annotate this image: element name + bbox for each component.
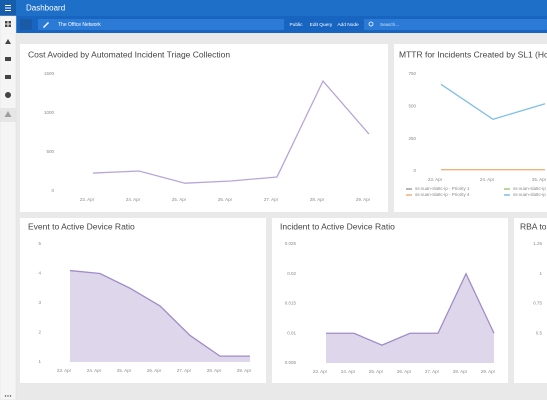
x-tick-label: 28. Apr xyxy=(207,368,222,373)
legend-label: ss-xuan-sla8c-ip - Priority 2 xyxy=(513,186,547,191)
y-tick-label: 750 xyxy=(408,71,416,76)
x-tick-label: 25. Apr xyxy=(369,369,384,374)
x-tick-label: 24. Apr xyxy=(341,369,356,374)
top-bar xyxy=(0,0,547,16)
chart-title: Incident to Active Device Ratio xyxy=(280,221,395,231)
y-tick-label: 1.25 xyxy=(533,241,542,246)
x-tick-label: 24. Apr xyxy=(87,368,102,373)
y-tick-label: 1 xyxy=(38,359,41,364)
line xyxy=(92,79,370,184)
x-tick-label: 25. Apr xyxy=(172,197,187,202)
y-tick-label: 0.02 xyxy=(287,271,296,276)
y-tick-label: 3 xyxy=(38,300,41,305)
x-tick-label: 26. Apr xyxy=(397,369,412,374)
y-tick-label: 0 xyxy=(51,188,54,193)
x-tick-label: 24. Apr xyxy=(126,197,141,202)
y-tick-label: 0.015 xyxy=(285,301,297,306)
menu-icon xyxy=(5,5,11,11)
chart-title: Event to Active Device Ratio xyxy=(28,221,135,231)
y-tick-label: 1000 xyxy=(44,110,55,115)
card xyxy=(20,44,388,212)
edit-query-button[interactable]: Edit Query xyxy=(310,22,333,28)
search-field[interactable] xyxy=(364,19,547,30)
y-tick-label: 2 xyxy=(38,330,41,335)
y-tick-label: 4 xyxy=(38,271,41,276)
legend-label: ss-xuan-sla8c-ip - Priority 4 xyxy=(415,192,470,197)
area xyxy=(326,273,494,363)
sidebar xyxy=(0,15,17,400)
card xyxy=(514,218,547,383)
x-tick-label: 24. Apr xyxy=(480,177,495,182)
legend-label: ss-xuan-sla8c-ip - Priority 3 xyxy=(513,192,547,197)
x-tick-label: 25. Apr xyxy=(117,368,132,373)
y-tick-label: 0.5 xyxy=(536,330,543,335)
y-tick-label: 1 xyxy=(539,271,542,276)
x-tick-label: 27. Apr xyxy=(177,368,192,373)
x-tick-label: 26. Apr xyxy=(147,368,162,373)
x-tick-label: 23. Apr xyxy=(80,197,95,202)
add-node-button[interactable]: Add Node xyxy=(337,22,359,28)
home-button[interactable] xyxy=(20,19,32,30)
x-tick-label: 26. Apr xyxy=(218,197,233,202)
edit-icon xyxy=(43,22,49,28)
x-tick-label: 29. Apr xyxy=(481,369,496,374)
x-tick-label: 23. Apr xyxy=(428,177,443,182)
y-tick-label: 0.75 xyxy=(533,301,542,306)
y-tick-label: 1500 xyxy=(44,71,55,76)
x-tick-label: 23. Apr xyxy=(313,369,328,374)
x-tick-label: 28. Apr xyxy=(453,369,468,374)
search-placeholder: Search... xyxy=(380,22,399,28)
area-line xyxy=(69,269,250,357)
chart-title: RBA to xyxy=(520,221,547,231)
dashboard-name-field[interactable] xyxy=(38,19,284,30)
legend-label: ss-xuan-sla8c-ip - Priority 1 xyxy=(415,186,470,191)
card xyxy=(272,218,508,383)
y-tick-label: 500 xyxy=(46,149,54,154)
x-tick-label: 25. Apr xyxy=(532,177,547,182)
sidebar-active[interactable] xyxy=(0,108,16,122)
dashboard-name: The Office Network xyxy=(58,22,101,28)
x-tick-label: 29. Apr xyxy=(237,368,252,373)
y-tick-label: 0.005 xyxy=(285,360,297,365)
x-tick-label: 28. Apr xyxy=(310,197,325,202)
public-button[interactable]: Public xyxy=(289,22,303,28)
area-line xyxy=(326,272,495,346)
x-tick-label: 27. Apr xyxy=(425,369,440,374)
y-tick-label: 500 xyxy=(408,104,416,109)
y-tick-label: 5 xyxy=(38,241,41,246)
x-tick-label: 29. Apr xyxy=(356,197,371,202)
x-tick-label: 27. Apr xyxy=(264,197,279,202)
y-tick-label: 0.01 xyxy=(287,330,296,335)
search-icon xyxy=(368,21,374,27)
y-tick-label: 0.025 xyxy=(285,241,297,246)
chart-title: Cost Avoided by Automated Incident Triag… xyxy=(28,49,230,59)
line xyxy=(440,83,546,120)
chart-title: MTTR for Incidents Created by SL1 (Hours… xyxy=(399,49,547,59)
area xyxy=(70,270,250,362)
y-tick-label: 250 xyxy=(408,136,416,141)
card xyxy=(394,44,547,212)
x-tick-label: 23. Apr xyxy=(57,368,72,373)
page-title: Dashboard xyxy=(26,4,65,13)
y-tick-label: 0 xyxy=(413,168,416,173)
